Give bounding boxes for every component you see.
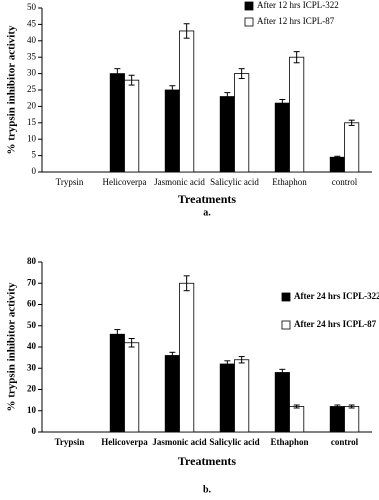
bar [234, 73, 250, 173]
y-tick-label: 70 [27, 277, 37, 287]
y-tick-label: 50 [27, 320, 37, 330]
error-bar [293, 404, 300, 409]
x-tick-label: Helicoverpa [103, 177, 147, 187]
legend-label: After 24 hrs ICPL-87 [294, 319, 377, 329]
y-tick-label: 40 [27, 35, 37, 45]
bar [219, 96, 235, 173]
error-bar [334, 155, 341, 159]
y-tick-label: 30 [27, 68, 37, 78]
error-bar [128, 338, 135, 348]
bar [329, 156, 345, 173]
bar [344, 122, 360, 173]
error-bar [224, 92, 231, 101]
legend-swatch [244, 1, 254, 11]
bar [124, 79, 140, 173]
y-tick-label: 50 [27, 2, 37, 12]
bar [289, 406, 305, 433]
error-bar [293, 51, 300, 64]
bar [164, 355, 180, 433]
x-tick-label: Ethaphon [270, 437, 308, 447]
legend-swatch [281, 320, 291, 330]
bar [329, 406, 345, 433]
y-tick-label: 0 [32, 426, 37, 436]
y-tick-label: 10 [27, 133, 37, 143]
y-tick-label: 5 [32, 150, 37, 160]
y-tick-label: 30 [27, 362, 37, 372]
bar [274, 102, 290, 173]
x-tick-label: Trypsin [56, 177, 84, 187]
error-bar [114, 68, 121, 80]
y-tick-label: 0 [32, 166, 37, 176]
legend-label: After 12 hrs ICPL-322 [257, 0, 339, 10]
y-axis-title: % trypsin inhibitor activity [6, 282, 18, 412]
y-tick-label: 10 [27, 405, 37, 415]
legend-swatch [281, 292, 291, 302]
error-bar [279, 99, 286, 108]
bar [234, 359, 250, 433]
x-axis-title: Treatments [178, 454, 237, 468]
x-tick-label: Jasmonic acid [154, 177, 205, 187]
x-tick-label: Jasmonic acid [152, 437, 206, 447]
y-tick-label: 80 [27, 256, 37, 266]
error-bar [238, 356, 245, 364]
error-bar [348, 119, 355, 126]
x-tick-label: Trypsin [55, 437, 85, 447]
caption: b. [203, 484, 212, 495]
error-bar [183, 23, 190, 39]
bar [274, 372, 290, 433]
y-tick-label: 20 [27, 384, 37, 394]
y-tick-label: 25 [27, 84, 37, 94]
x-tick-label: Salicylic acid [210, 177, 259, 187]
x-axis-title: Treatments [178, 192, 237, 206]
error-bar [348, 404, 355, 409]
bar [179, 30, 195, 173]
y-tick-label: 35 [27, 51, 37, 61]
bar [289, 56, 305, 173]
y-axis-title: % trypsin inhibitor activity [6, 25, 18, 155]
x-tick-label: control [331, 437, 359, 447]
bar [344, 406, 360, 433]
y-tick-label: 20 [27, 100, 37, 110]
error-bar [334, 404, 341, 409]
bar [109, 333, 125, 433]
legend-label: After 12 hrs ICPL-87 [257, 16, 335, 26]
bar [109, 73, 125, 173]
y-tick-label: 15 [27, 117, 37, 127]
legend-swatch [244, 17, 254, 27]
bar [124, 342, 140, 433]
error-bar [114, 329, 121, 340]
caption: a. [203, 207, 211, 218]
x-tick-label: Salicylic acid [209, 437, 259, 447]
legend-label: After 24 hrs ICPL-322 [294, 291, 379, 301]
y-tick-label: 40 [27, 341, 37, 351]
error-bar [238, 68, 245, 80]
error-bar [169, 351, 176, 360]
x-tick-label: control [332, 177, 358, 187]
error-bar [169, 85, 176, 95]
y-tick-label: 60 [27, 299, 37, 309]
error-bar [183, 275, 190, 292]
bar [164, 89, 180, 173]
x-tick-label: Helicoverpa [101, 437, 148, 447]
y-tick-label: 45 [27, 18, 37, 28]
error-bar [279, 368, 286, 377]
error-bar [224, 360, 231, 368]
x-tick-label: Ethaphon [272, 177, 307, 187]
bar [219, 363, 235, 433]
bar [179, 282, 195, 433]
error-bar [128, 74, 135, 86]
